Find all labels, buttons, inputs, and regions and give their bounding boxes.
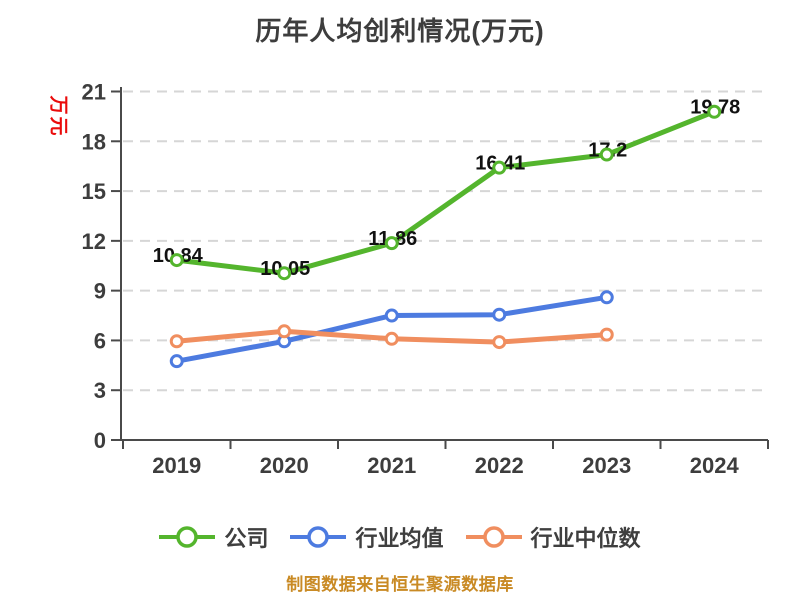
x-tick-label-2022: 2022 [475, 453, 524, 478]
marker-industry-median-2023 [599, 327, 614, 342]
marker-industry-avg-2022 [492, 307, 507, 322]
y-tick-label-12: 12 [82, 229, 106, 254]
marker-industry-median-2022 [492, 335, 507, 350]
marker-company-2019 [169, 253, 184, 268]
x-tick-label-2021: 2021 [367, 453, 416, 478]
x-tick-label-2023: 2023 [582, 453, 631, 478]
marker-company-2022 [492, 160, 507, 175]
legend-label-industry-median: 行业中位数 [530, 526, 641, 551]
y-tick-label-6: 6 [94, 328, 106, 353]
marker-industry-median-2021 [384, 331, 399, 346]
industry-avg-line-marker-icon [290, 526, 347, 548]
marker-industry-avg-2021 [384, 308, 399, 323]
y-tick-label-9: 9 [94, 279, 106, 304]
legend: 公司 行业均值 行业中位数 [0, 521, 800, 553]
legend-label-company: 公司 [224, 526, 269, 551]
legend-item-industry-avg: 行业均值 [290, 521, 444, 553]
x-tick-label-2020: 2020 [260, 453, 309, 478]
company-line-marker-icon [159, 526, 216, 548]
x-tick-label-2019: 2019 [152, 453, 201, 478]
y-tick-label-21: 21 [82, 80, 106, 105]
chart-title: 历年人均创利情况(万元) [255, 16, 545, 46]
legend-item-industry-median: 行业中位数 [465, 521, 641, 553]
data-source-caption: 制图数据来自恒生聚源数据库 [286, 575, 514, 594]
marker-company-2020 [277, 266, 292, 281]
y-tick-label-15: 15 [82, 179, 106, 204]
marker-industry-median-2020 [277, 324, 292, 339]
y-tick-label-0: 0 [94, 428, 106, 453]
marker-industry-avg-2019 [169, 354, 184, 369]
legend-item-company: 公司 [159, 521, 268, 553]
marker-company-2024 [707, 104, 722, 119]
industry-median-line-marker-icon [465, 526, 522, 548]
y-tick-label-18: 18 [82, 129, 106, 154]
marker-company-2023 [599, 147, 614, 162]
marker-industry-median-2019 [169, 334, 184, 349]
x-tick-label-2024: 2024 [690, 453, 740, 478]
series-line-industry-avg [174, 294, 610, 364]
marker-industry-avg-2023 [599, 290, 614, 305]
legend-label-industry-avg: 行业均值 [355, 526, 444, 551]
marker-company-2021 [384, 236, 399, 251]
series-line-company [174, 109, 717, 276]
y-tick-label-3: 3 [94, 378, 106, 403]
